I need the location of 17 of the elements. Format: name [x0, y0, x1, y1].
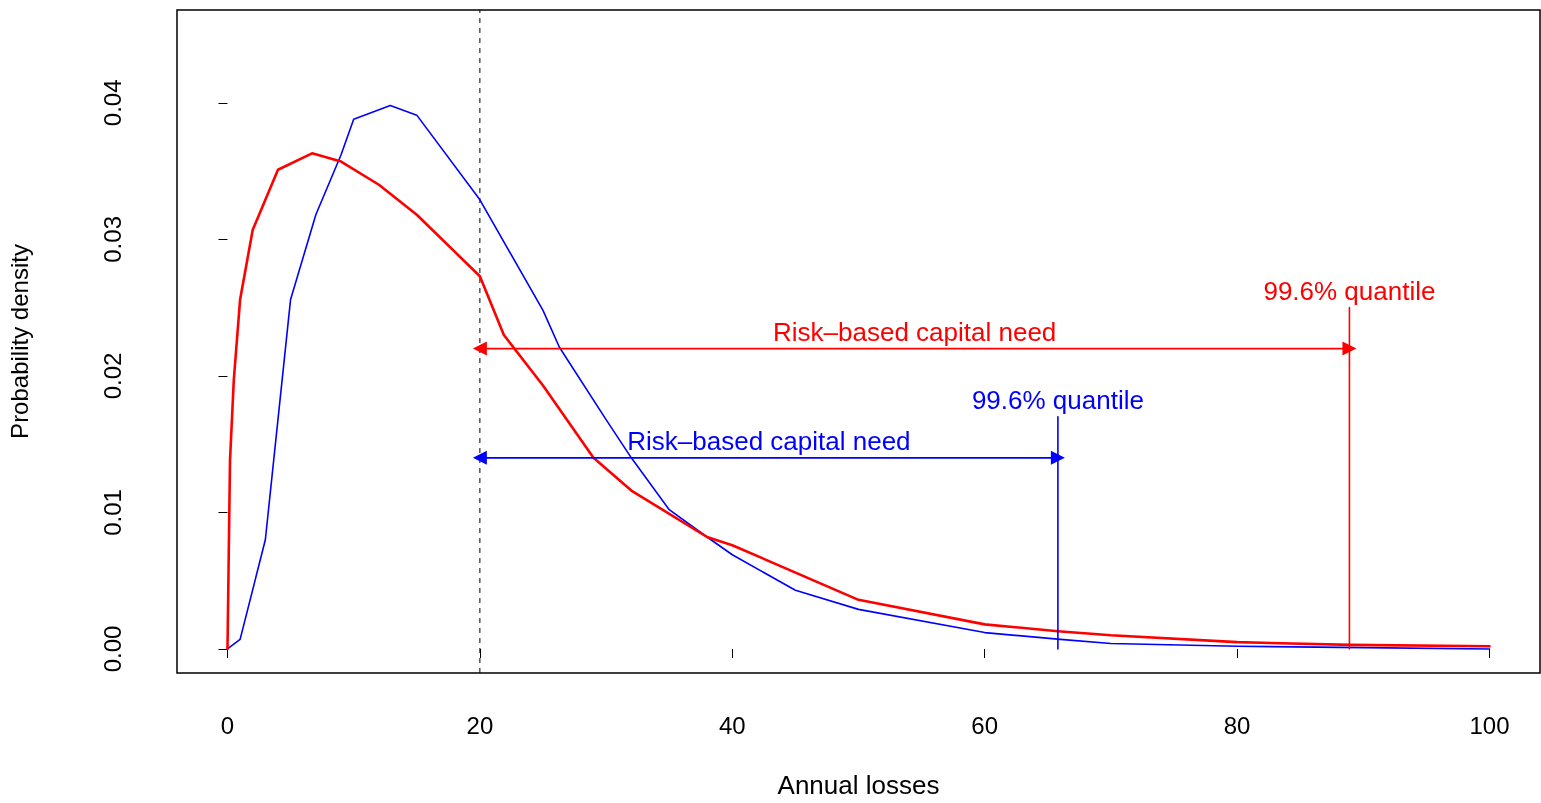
series-label: 99.6% quantile: [971, 384, 1144, 415]
y-tick-label: 0.04: [98, 79, 126, 127]
y-tick-label: 0.01: [98, 489, 126, 536]
y-tick-label: 0.02: [98, 352, 126, 400]
series-label: Risk–based capital need: [773, 316, 1057, 347]
x-tick-label: 20: [466, 711, 494, 739]
series-label: 99.6% quantile: [1263, 275, 1436, 306]
x-tick-label: 0: [220, 711, 235, 739]
y-tick-label: 0.03: [98, 216, 126, 263]
y-axis-title: Probability density: [5, 244, 33, 439]
y-tick-label: 0.00: [98, 625, 126, 673]
x-axis-title: Annual losses: [777, 770, 940, 800]
series-label: Risk–based capital need: [627, 425, 911, 456]
x-tick-label: 60: [971, 711, 999, 739]
x-tick-label: 100: [1469, 711, 1510, 739]
x-tick-label: 40: [718, 711, 746, 739]
x-tick-label: 80: [1223, 711, 1251, 739]
